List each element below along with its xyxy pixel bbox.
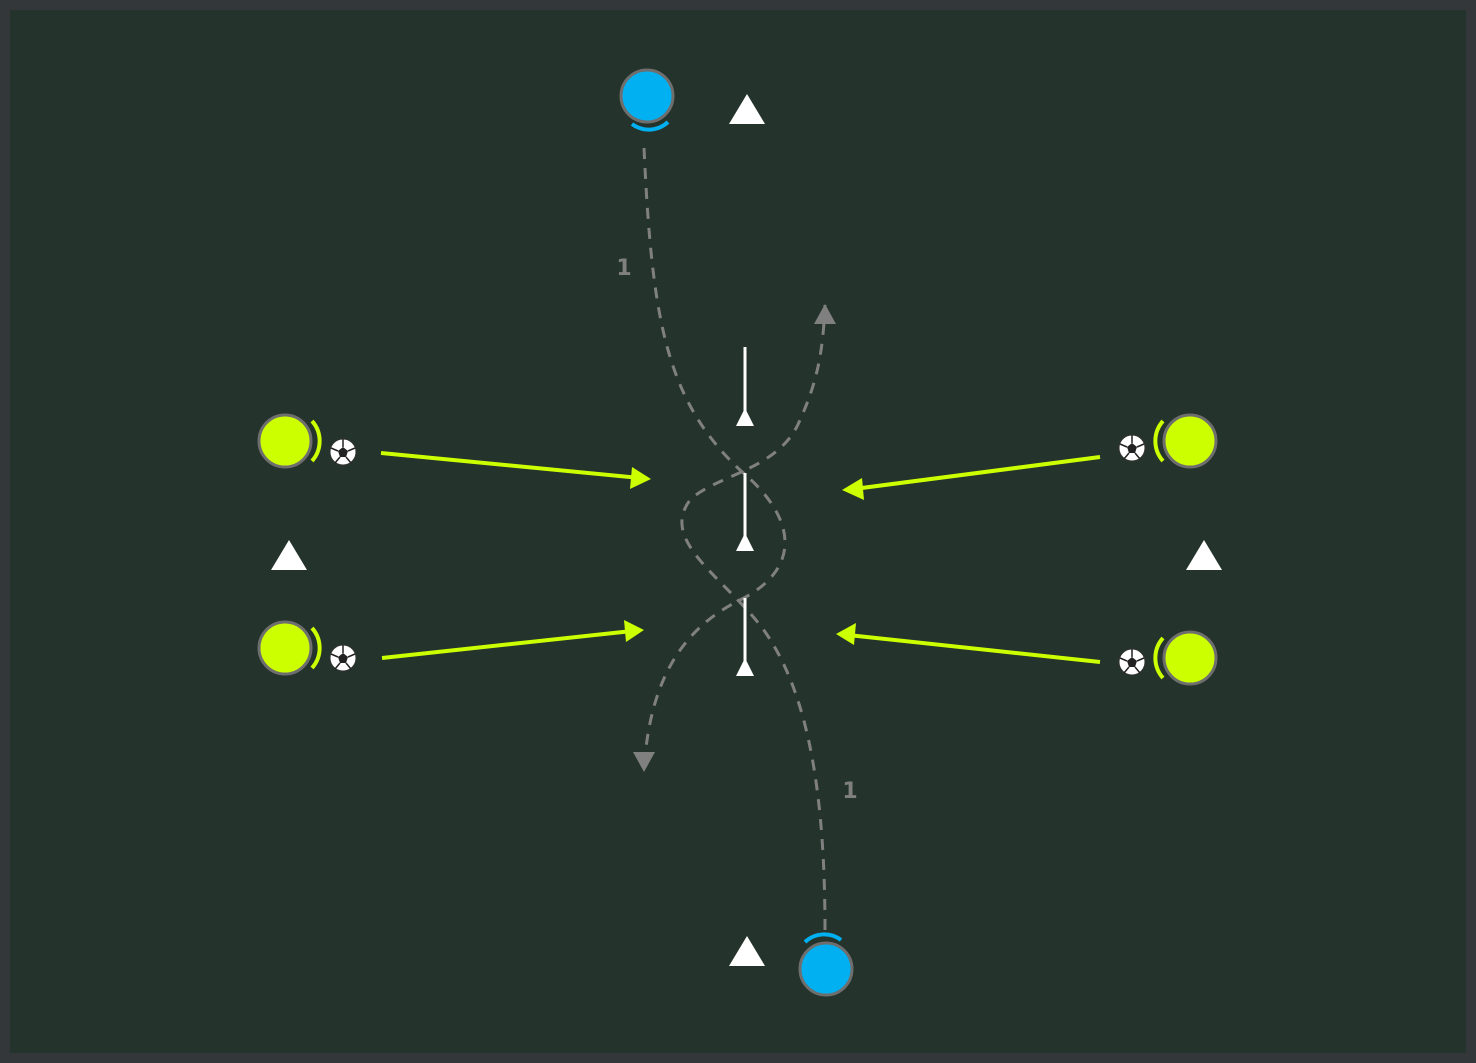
run-label-bottom: 1 <box>842 779 857 804</box>
cone-right <box>1186 540 1222 570</box>
player-blue-top[interactable] <box>619 68 675 132</box>
player-disc <box>1162 413 1218 469</box>
player-disc <box>257 620 313 676</box>
run-arrowhead-top <box>814 304 836 324</box>
ball-icon <box>1118 648 1146 676</box>
player-disc <box>1162 630 1218 686</box>
facing-arc <box>803 932 843 944</box>
player-disc <box>798 941 854 997</box>
ball-icon <box>1118 434 1146 462</box>
cone-top <box>729 94 765 124</box>
facing-arc <box>630 120 670 132</box>
run-label-top: 1 <box>616 256 631 281</box>
player-yellow-right-upper[interactable] <box>1153 413 1218 469</box>
pass-arrowhead-left-upper <box>630 467 651 489</box>
pole-middle-base-cone <box>736 533 754 551</box>
pass-arrowhead-right-upper <box>842 478 864 500</box>
facing-arc <box>310 626 322 670</box>
facing-arc <box>1153 636 1165 680</box>
run-arrowhead-bottom <box>633 752 655 772</box>
player-yellow-left-lower[interactable] <box>257 620 322 676</box>
pitch-area <box>10 10 1466 1053</box>
player-blue-bottom[interactable] <box>798 932 854 997</box>
player-disc <box>619 68 675 124</box>
pole-top-base-cone <box>736 408 754 426</box>
pole-bottom-base-cone <box>736 658 754 676</box>
pass-arrow-right-lower <box>847 633 1101 664</box>
pass-arrow-left-lower <box>381 629 633 660</box>
run-path-bottom <box>680 304 827 931</box>
pass-arrow-right-upper <box>853 455 1101 491</box>
player-disc <box>257 413 313 469</box>
player-yellow-right-lower[interactable] <box>1153 630 1218 686</box>
cone-bottom <box>729 936 765 966</box>
cone-left <box>271 540 307 570</box>
ball-icon <box>329 438 357 466</box>
player-yellow-left-upper[interactable] <box>257 413 322 469</box>
facing-arc <box>310 419 322 463</box>
ball-icon <box>329 644 357 672</box>
pass-arrowhead-left-lower <box>624 620 644 642</box>
facing-arc <box>1153 419 1165 463</box>
pass-arrowhead-right-lower <box>836 623 856 645</box>
pass-arrow-left-upper <box>380 451 641 480</box>
